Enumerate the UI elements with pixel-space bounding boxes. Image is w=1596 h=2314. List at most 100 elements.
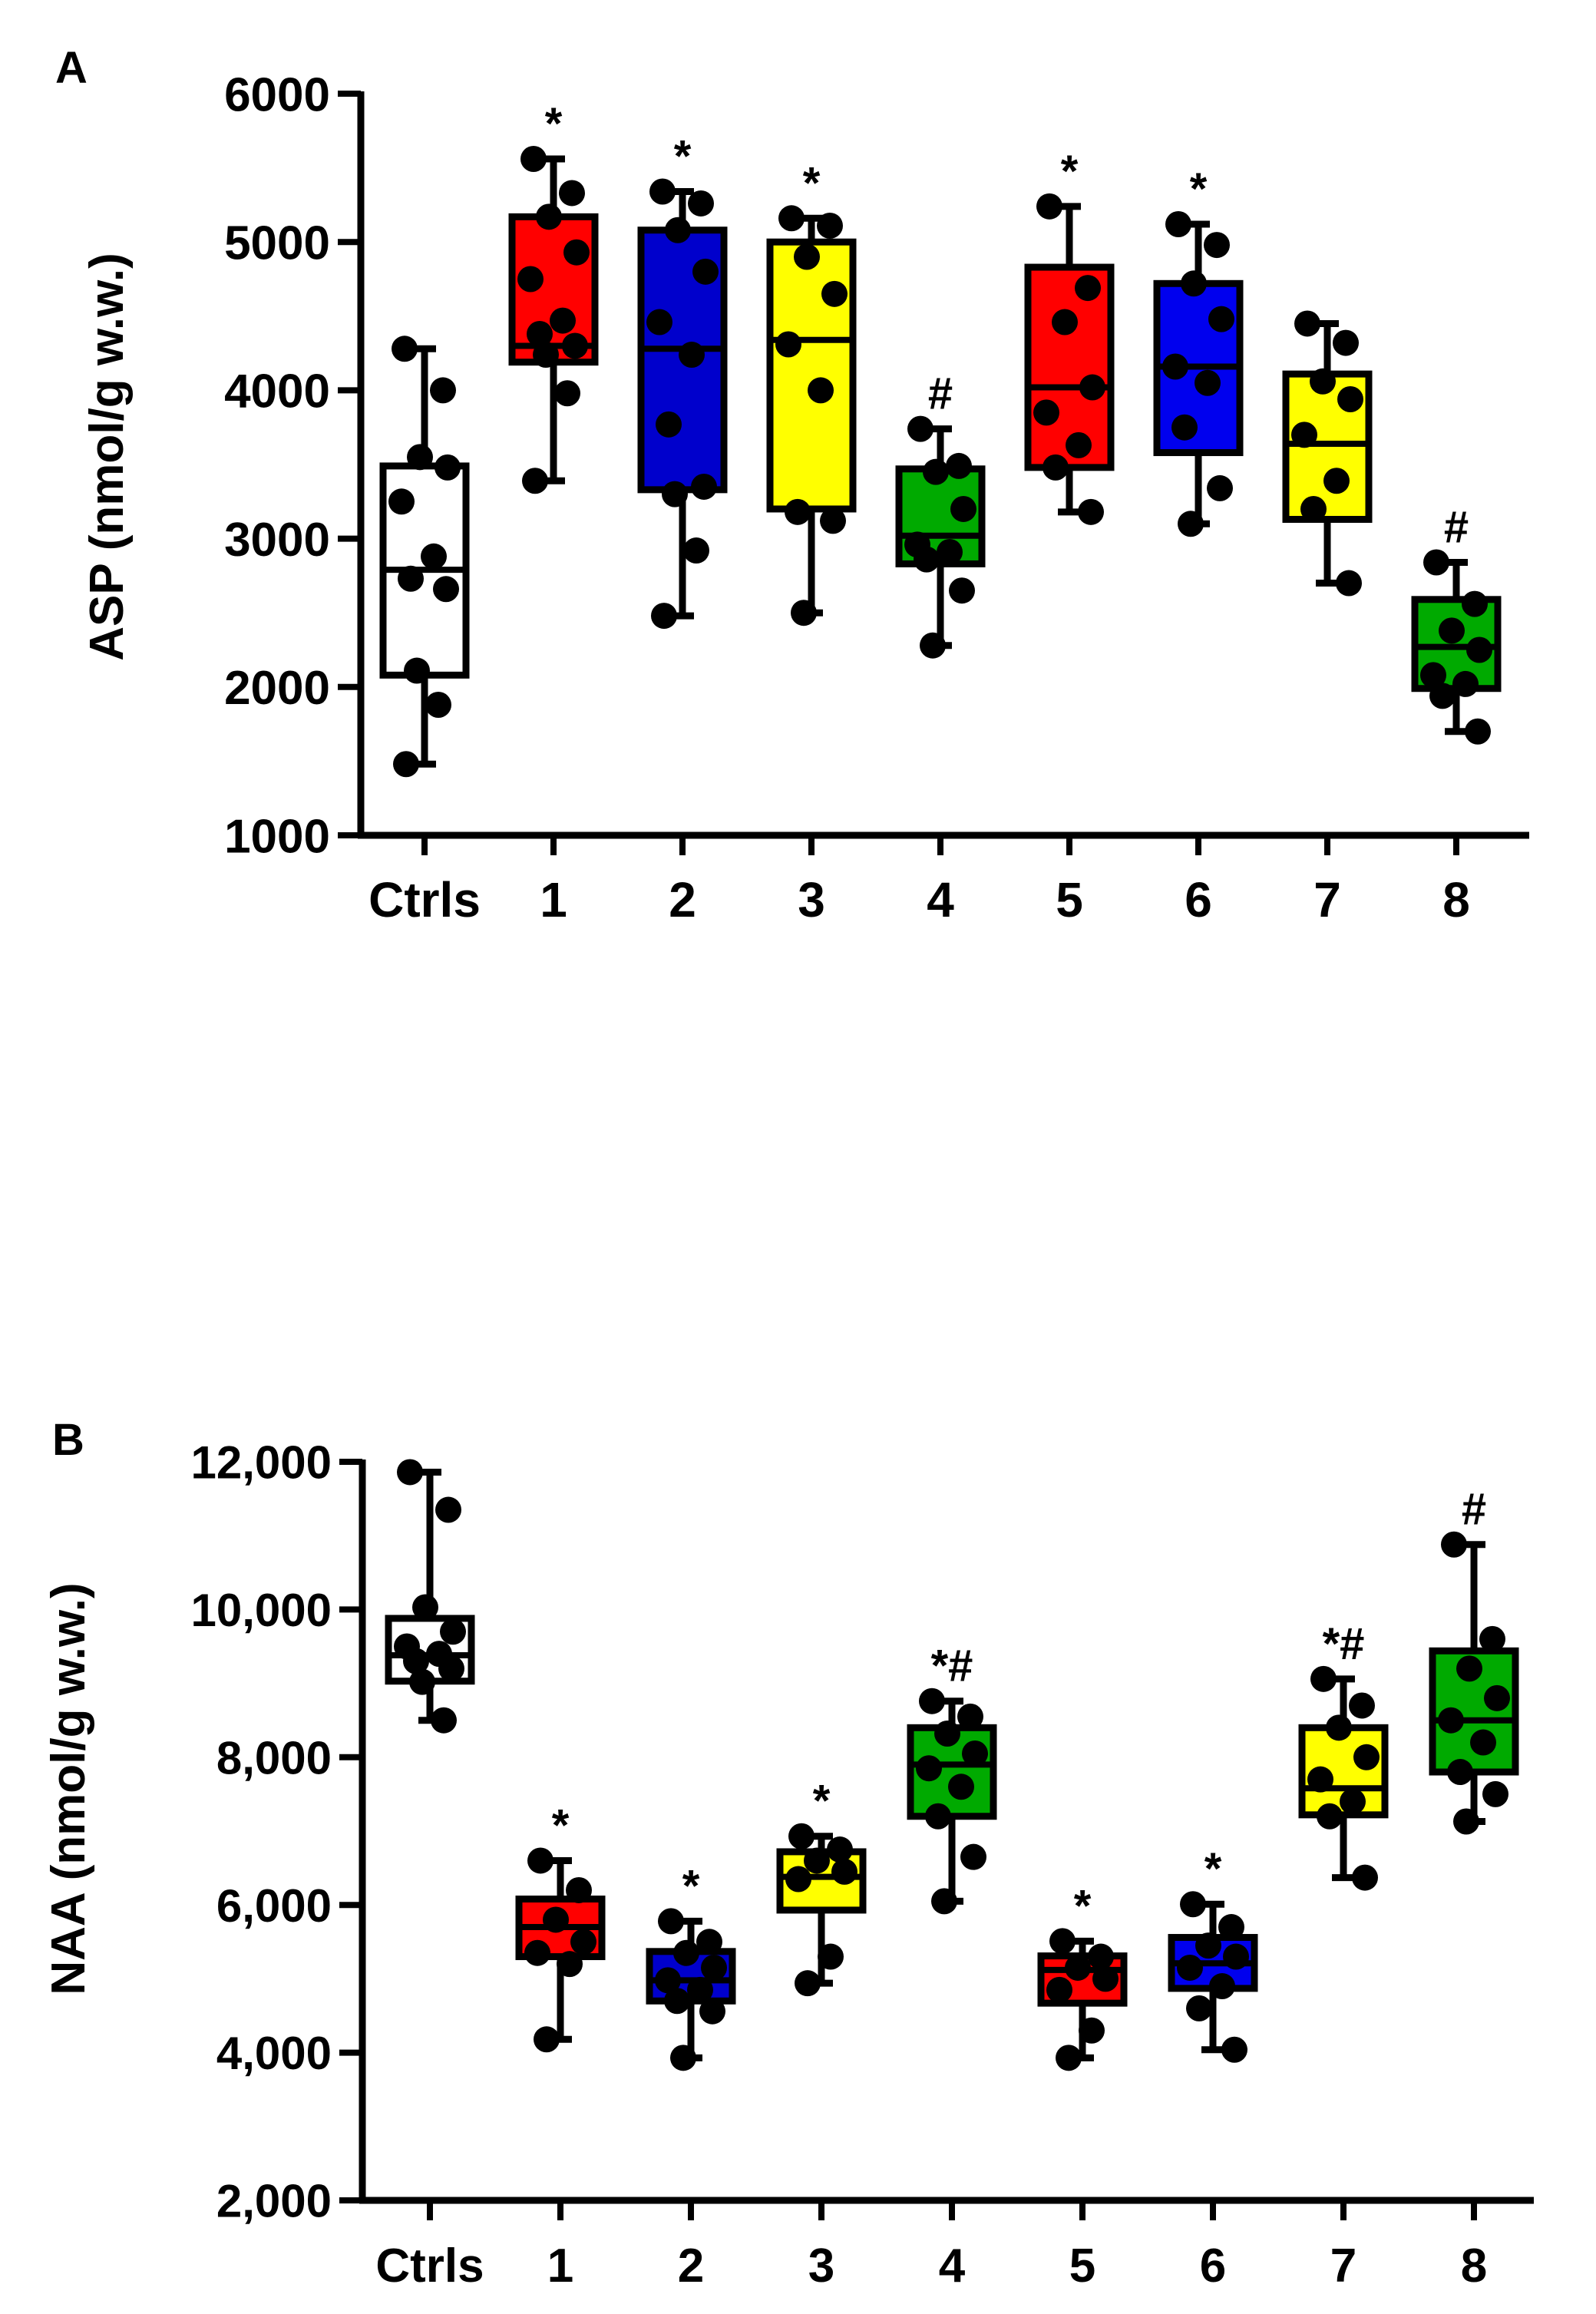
panel-a-y-tick-label: 3000 [224, 514, 330, 567]
panel-a-data-point [1075, 275, 1101, 302]
panel-a-significance-marker: * [545, 99, 563, 149]
panel-b-x-tick-label: 3 [808, 2240, 834, 2293]
panel-b-data-point [931, 1888, 957, 1915]
panel-a-data-point [536, 203, 562, 230]
panel-b-data-point [1092, 1965, 1119, 1992]
panel-b-data-point [1352, 1864, 1378, 1891]
panel-a-y-tick-label: 4000 [224, 365, 330, 418]
panel-a-data-point [398, 565, 424, 592]
panel-a-data-point [651, 603, 677, 630]
panel-b-data-point [960, 1843, 986, 1870]
panel-b-data-point [1079, 2017, 1105, 2044]
panel-b-significance-marker: # [1462, 1485, 1486, 1535]
panel-b-data-point [673, 1939, 699, 1966]
panel-a-data-point [1195, 369, 1221, 396]
panel-b-data-point [827, 1836, 853, 1863]
panel-a-data-point [808, 377, 834, 404]
panel-b-x-tick-label: Ctrls [375, 2240, 484, 2293]
panel-a-data-point [393, 751, 419, 778]
panel-b-data-point [1441, 1531, 1467, 1558]
panel-a-data-point [550, 307, 576, 334]
panel-b-data-point [1438, 1707, 1464, 1734]
panel-a-data-point [421, 543, 447, 570]
panel-b: B NAA (nmol/g w.w.) 2,000 4,000 6,000 8,000… [42, 1415, 1534, 2293]
panel-b-data-point [948, 1774, 974, 1800]
panel-a-data-point [646, 309, 672, 336]
panel-b-data-point [1340, 1788, 1366, 1815]
panel-b-data-point [1307, 1766, 1333, 1793]
panel-a-data-point [1294, 310, 1320, 337]
panel-a-data-point [923, 458, 949, 485]
panel-b-data-point [440, 1618, 466, 1645]
panel-a-x-tick-label: 8 [1442, 872, 1470, 927]
panel-a-significance-marker: * [1061, 147, 1079, 197]
panel-b-y-tick-label: 12,000 [190, 1437, 332, 1489]
panel-b-data-point [534, 2026, 560, 2053]
panel-b-data-point [687, 1976, 713, 2003]
panel-b-significance-marker: *# [1323, 1619, 1365, 1669]
panel-a-x-tick-label: 1 [540, 872, 567, 927]
panel-a-data-point [785, 498, 811, 525]
panel-b-data-point [670, 2045, 696, 2071]
panel-b-data-point [1221, 2036, 1247, 2063]
panel-a-y-axis-label: ASP (nmol/g w.w.) [81, 253, 134, 661]
panel-a-plot-area: 1000 2000 3000 4000 5000 6000 Ctrls * 1 * 2 * 3 #4 * 5 *… [224, 68, 1529, 927]
panel-a-data-point [1465, 718, 1491, 745]
panel-a-y-tick-label: 1000 [224, 810, 330, 863]
panel-b-data-point [701, 1954, 727, 1981]
panel-b-significance-marker: * [1074, 1881, 1092, 1931]
panel-a-data-point [950, 495, 976, 522]
panel-a-data-point [1208, 306, 1234, 332]
panel-b-data-point [409, 1668, 435, 1695]
panel-a-y-tick-label: 2000 [224, 662, 330, 715]
panel-b-x-tick-label: 4 [939, 2240, 966, 2293]
panel-a-data-point [388, 488, 415, 515]
panel-b-data-point [1353, 1744, 1380, 1770]
panel-a-data-point [920, 632, 946, 659]
panel-a-data-point [1291, 421, 1317, 448]
panel-a: A ASP (nmol/g w.w.) 1000 2000 3000 4000 5000… [55, 43, 1529, 927]
panel-b-x-tick-label: 1 [547, 2240, 573, 2293]
panel-b-significance-marker: * [1204, 1844, 1222, 1894]
panel-a-x-tick-label: 4 [927, 872, 954, 927]
panel-b-data-point [438, 1655, 464, 1682]
panel-b-plot-area: 2,000 4,000 6,000 8,000 10,000 12,000 Ctrls * 1 *… [190, 1437, 1534, 2293]
panel-b-data-point [696, 1929, 722, 1955]
panel-b-data-point [655, 1967, 681, 1994]
panel-a-data-point [520, 146, 547, 173]
panel-a-x-tick-label: 3 [798, 872, 825, 927]
panel-b-data-point [412, 1594, 438, 1621]
panel-a-data-point [791, 600, 817, 626]
panel-a-data-point [554, 380, 580, 407]
panel-b-data-point [1484, 1684, 1510, 1711]
panel-a-data-point [1420, 662, 1446, 689]
panel-b-data-point [1470, 1729, 1496, 1756]
panel-a-data-point [425, 691, 451, 718]
panel-b-data-point [957, 1703, 983, 1730]
panel-a-data-point [1336, 570, 1362, 597]
panel-b-data-point [1218, 1914, 1244, 1941]
panel-a-data-point [821, 280, 848, 307]
panel-a-data-point [1429, 683, 1456, 709]
panel-a-data-point [1052, 309, 1078, 336]
panel-a-significance-marker: # [1444, 503, 1469, 553]
panel-b-data-point [699, 1998, 725, 2025]
panel-b-data-point [1456, 1655, 1482, 1682]
panel-b-data-point [566, 1876, 592, 1903]
panel-a-data-point [1423, 549, 1449, 576]
panel-a-data-point [692, 258, 719, 285]
panel-a-data-point [679, 342, 705, 369]
panel-a-data-point [1033, 399, 1059, 426]
panel-a-data-point [949, 577, 975, 604]
panel-b-x-tick-label: 2 [678, 2240, 704, 2293]
panel-b-data-point [1065, 1954, 1091, 1981]
panel-b-data-point [962, 1740, 988, 1767]
panel-b-data-point [1326, 1714, 1352, 1741]
panel-b-label: B [52, 1415, 84, 1465]
panel-b-x-tick-label: 8 [1461, 2240, 1487, 2293]
panel-a-data-point [946, 452, 972, 479]
panel-a-data-point [820, 507, 846, 534]
panel-a-data-point [683, 537, 709, 564]
panel-b-data-point [397, 1459, 423, 1486]
panel-a-data-point [430, 377, 456, 404]
